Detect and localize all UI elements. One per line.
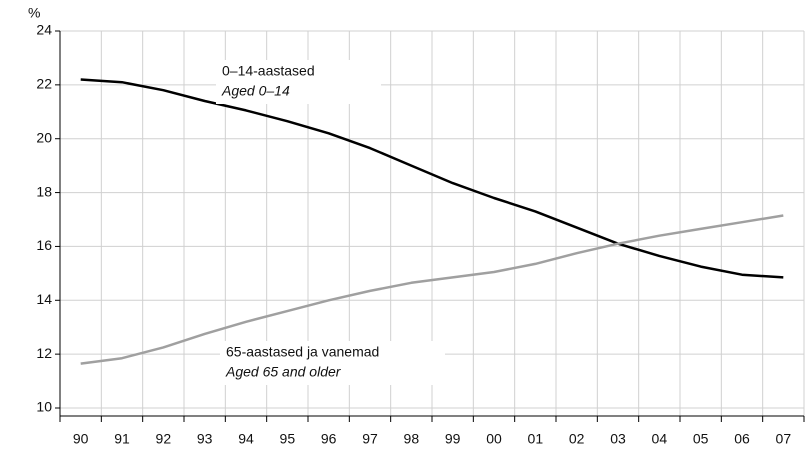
x-tick-label: 03 bbox=[610, 431, 626, 447]
x-tick-label: 01 bbox=[528, 431, 544, 447]
x-tick-label: 04 bbox=[652, 431, 668, 447]
x-tick-label: 93 bbox=[197, 431, 213, 447]
series-label-en: Aged 65 and older bbox=[225, 364, 342, 380]
y-tick-label: 10 bbox=[36, 399, 52, 415]
x-tick-label: 95 bbox=[280, 431, 296, 447]
series-label-en: Aged 0–14 bbox=[221, 83, 290, 99]
series-line bbox=[80, 214, 784, 365]
x-tick-label: 02 bbox=[569, 431, 585, 447]
x-tick-label: 90 bbox=[73, 431, 89, 447]
x-tick-label: 05 bbox=[693, 431, 709, 447]
x-tick-label: 94 bbox=[238, 431, 254, 447]
label-background bbox=[220, 341, 445, 385]
x-tick-label: 06 bbox=[734, 431, 750, 447]
y-tick-label: 22 bbox=[36, 76, 52, 92]
series-line bbox=[80, 78, 784, 279]
x-tick-label: 91 bbox=[114, 431, 130, 447]
x-tick-label: 98 bbox=[404, 431, 420, 447]
x-tick-label: 97 bbox=[362, 431, 378, 447]
x-tick-label: 92 bbox=[156, 431, 172, 447]
x-tick-label: 96 bbox=[321, 431, 337, 447]
y-tick-label: 24 bbox=[36, 22, 52, 38]
x-tick-label: 00 bbox=[486, 431, 502, 447]
series-label: 0–14-aastased bbox=[222, 63, 315, 79]
y-tick-label: 20 bbox=[36, 129, 52, 145]
y-unit: % bbox=[28, 5, 40, 21]
y-tick-label: 18 bbox=[36, 183, 52, 199]
series-label: 65-aastased ja vanemad bbox=[226, 344, 379, 360]
y-tick-label: 16 bbox=[36, 237, 52, 253]
x-tick-label: 07 bbox=[776, 431, 792, 447]
y-tick-label: 12 bbox=[36, 345, 52, 361]
x-tick-label: 99 bbox=[445, 431, 461, 447]
y-tick-label: 14 bbox=[36, 291, 52, 307]
label-background bbox=[216, 60, 381, 104]
